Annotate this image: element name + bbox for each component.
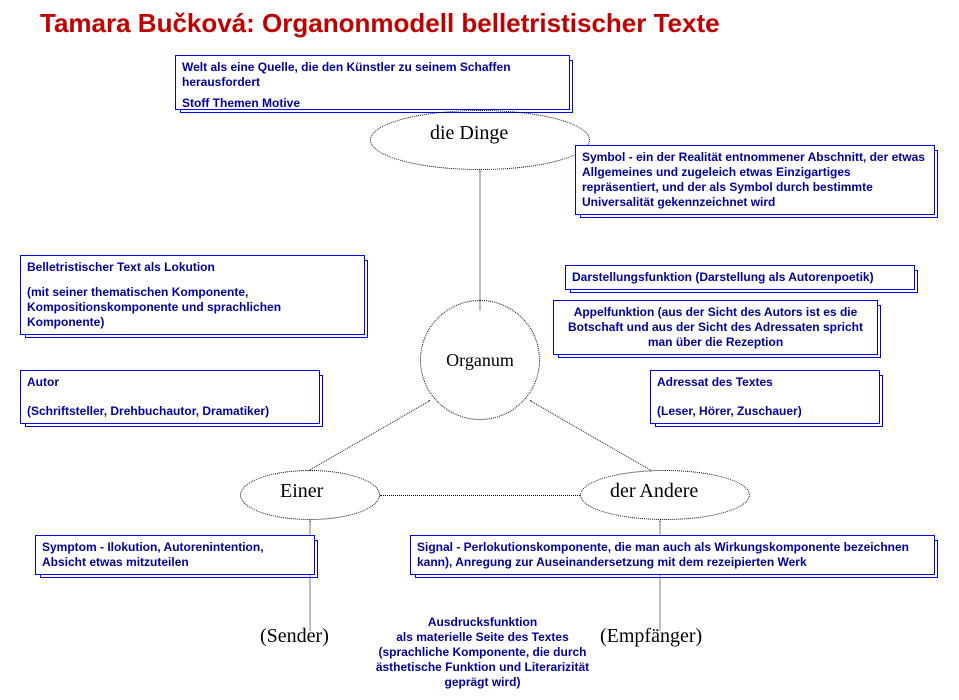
box-autor: Autor (Schriftsteller, Drehbuchautor, Dr…: [20, 370, 320, 424]
box-ausdruck: Ausdrucksfunktion als materielle Seite d…: [345, 615, 620, 690]
bg-line-3: [530, 400, 652, 471]
text-symbol: Symbol - ein der Realität entnommener Ab…: [582, 150, 925, 209]
box-welt-stoff: Welt als eine Quelle, die den Künstler z…: [175, 55, 570, 110]
text-appel: Appelfunktion (aus der Sicht des Autors …: [568, 305, 863, 349]
bg-line-4: [380, 495, 580, 496]
text-lokution-head: Belletristischer Text als Lokution: [27, 260, 358, 275]
box-lokution: Belletristischer Text als Lokution (mit …: [20, 255, 365, 335]
text-stoff: Stoff Themen Motive: [182, 96, 563, 111]
text-adressat-body: (Leser, Hörer, Zuschauer): [657, 404, 873, 419]
text-adressat-head: Adressat des Textes: [657, 375, 873, 390]
bg-line-1: [480, 171, 481, 311]
box-adressat: Adressat des Textes (Leser, Hörer, Zusch…: [650, 370, 880, 424]
text-lokution-body: (mit seiner thematischen Komponente, Kom…: [27, 285, 358, 330]
box-appel: Appelfunktion (aus der Sicht des Autors …: [553, 300, 878, 355]
bg-label-andere: der Andere: [610, 480, 698, 503]
text-symptom: Symptom - Ilokution, Autorenintention, A…: [42, 540, 264, 569]
page-title: Tamara Bučková: Organonmodell belletrist…: [40, 8, 919, 39]
bg-label-einer: Einer: [280, 480, 323, 503]
text-autor-head: Autor: [27, 375, 313, 390]
text-welt: Welt als eine Quelle, die den Künstler z…: [182, 60, 563, 90]
text-autor-body: (Schriftsteller, Drehbuchautor, Dramatik…: [27, 404, 313, 419]
box-signal: Signal - Perlokutionskomponente, die man…: [410, 535, 935, 575]
box-darstellung: Darstellungsfunktion (Darstellung als Au…: [565, 265, 915, 290]
box-symptom: Symptom - Ilokution, Autorenintention, A…: [35, 535, 315, 575]
bg-line-2: [309, 400, 431, 471]
box-symbol: Symbol - ein der Realität entnommener Ab…: [575, 145, 935, 215]
bg-label-organum: Organum: [446, 350, 514, 371]
text-signal: Signal - Perlokutionskomponente, die man…: [417, 540, 909, 569]
bg-circle-organum: Organum: [420, 300, 540, 420]
bg-label-dinge: die Dinge: [430, 122, 508, 145]
bg-label-sender: (Sender): [260, 625, 329, 648]
text-darstellung: Darstellungsfunktion (Darstellung als Au…: [572, 270, 874, 284]
